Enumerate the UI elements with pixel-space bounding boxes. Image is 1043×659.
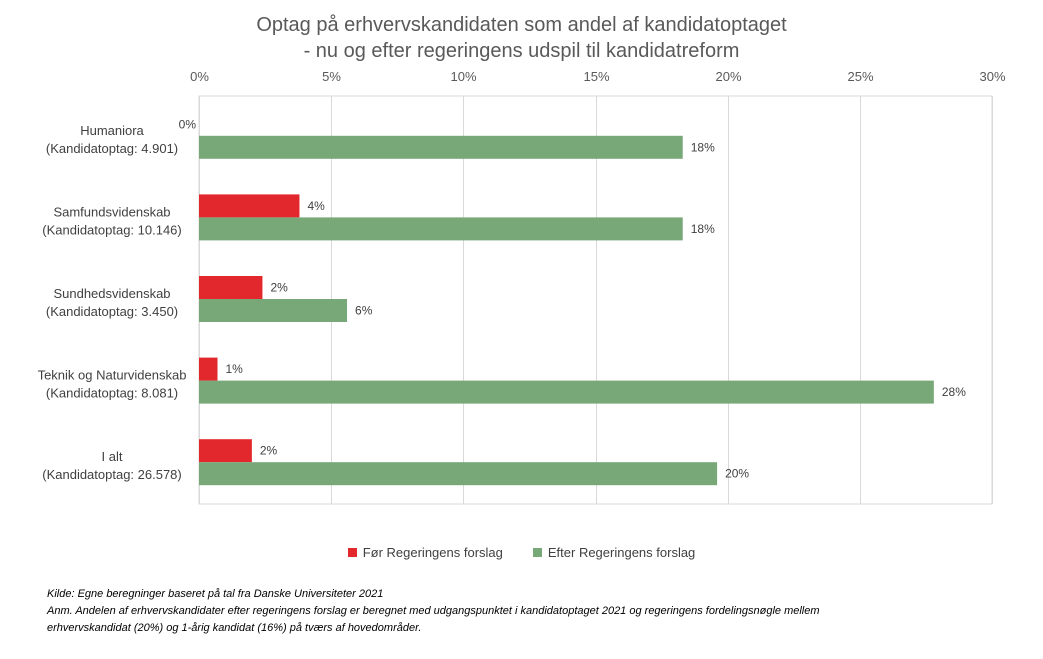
- legend-item-after: Efter Regeringens forslag: [532, 545, 696, 560]
- category-detail: (Kandidatoptag: 26.578): [42, 467, 182, 482]
- bar-before: [199, 357, 218, 381]
- category-detail: (Kandidatoptag: 8.081): [46, 386, 178, 401]
- legend-label-after: Efter Regeringens forslag: [547, 545, 696, 560]
- legend-swatch-after: [532, 548, 542, 557]
- x-tick-label-30: 30%: [979, 69, 1005, 84]
- data-label-after: 6%: [355, 304, 373, 318]
- remark-line-2: erhvervskandidat (20%) og 1-årig kandida…: [47, 622, 422, 634]
- x-tick-label-15: 15%: [583, 69, 609, 84]
- x-tick-label-5: 5%: [322, 69, 341, 84]
- legend-item-before: Før Regeringens forslag: [347, 545, 503, 560]
- bar-after: [199, 462, 718, 486]
- bar-before: [199, 276, 263, 299]
- chart-title-line-2: - nu og efter regeringens udspil til kan…: [303, 40, 740, 62]
- data-label-before: 2%: [270, 281, 288, 295]
- bar-chart: 0% 5% 10% 15% 20% 25% 30% Humaniora (Kandidatopt…: [38, 69, 1006, 505]
- x-tick-label-25: 25%: [847, 69, 873, 84]
- data-label-before: 1%: [226, 362, 244, 376]
- data-label-after: 18%: [691, 140, 715, 154]
- data-label-before: 2%: [260, 444, 278, 458]
- x-tick-label-0: 0%: [190, 69, 209, 84]
- data-label-after: 20%: [725, 467, 749, 481]
- category-detail: (Kandidatoptag: 10.146): [42, 222, 182, 237]
- bar-after: [199, 217, 683, 241]
- category-label: Humaniora: [80, 123, 144, 138]
- legend-swatch-before: [347, 548, 357, 557]
- legend-label-before: Før Regeringens forslag: [362, 545, 503, 560]
- bar-before: [199, 194, 300, 218]
- bar-after: [199, 380, 934, 404]
- category-label: Samfundsvidenskab: [53, 204, 170, 219]
- remark-line-1: Anm. Andelen af erhvervskandidater efter…: [47, 605, 820, 617]
- bar-after: [199, 299, 348, 322]
- category-detail: (Kandidatoptag: 4.901): [46, 141, 178, 156]
- category-label: Teknik og Naturvidenskab: [38, 368, 187, 383]
- x-tick-label-20: 20%: [715, 69, 741, 84]
- category-detail: (Kandidatoptag: 3.450): [46, 304, 178, 319]
- data-label-after: 28%: [942, 385, 966, 399]
- data-label-before: 0%: [179, 117, 197, 131]
- chart-title-line-1: Optag på erhvervskandidaten som andel af…: [256, 14, 787, 36]
- bar-after: [199, 135, 683, 159]
- category-label: I alt: [102, 449, 123, 464]
- data-label-before: 4%: [307, 199, 325, 213]
- category-label: Sundhedsvidenskab: [53, 286, 170, 301]
- data-label-after: 18%: [691, 222, 715, 236]
- legend: Før Regeringens forslag Efter Regeringen…: [0, 545, 1043, 560]
- footnotes: Kilde: Egne beregninger baseret på tal f…: [47, 586, 1027, 637]
- x-tick-label-10: 10%: [450, 69, 476, 84]
- chart-title: Optag på erhvervskandidaten som andel af…: [0, 12, 1043, 64]
- bar-before: [199, 439, 252, 463]
- source-note: Kilde: Egne beregninger baseret på tal f…: [47, 588, 384, 600]
